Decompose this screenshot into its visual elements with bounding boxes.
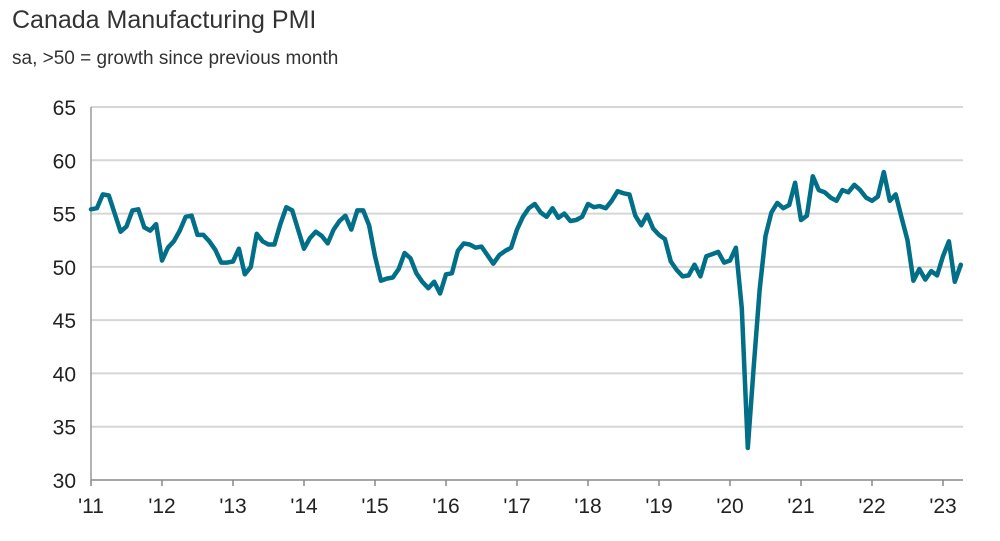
x-tick-label: '17 <box>503 495 530 518</box>
y-tick-label: 40 <box>53 363 76 386</box>
chart-title: Canada Manufacturing PMI <box>12 6 317 34</box>
x-tick-label: '21 <box>787 495 814 518</box>
x-tick-label: '14 <box>290 495 318 518</box>
y-tick-label: 55 <box>53 204 76 227</box>
y-tick-label: 45 <box>53 310 76 333</box>
series-line <box>88 169 964 451</box>
x-tick-label: '13 <box>219 495 246 518</box>
x-tick-label: '18 <box>574 495 601 518</box>
x-tick-label: '19 <box>645 495 672 518</box>
x-tick-label: '20 <box>716 495 743 518</box>
x-tick-label: '11 <box>78 495 104 518</box>
x-tick-label: '12 <box>148 495 175 518</box>
y-tick-label: 35 <box>53 417 76 440</box>
y-tick-label: 50 <box>53 257 76 280</box>
x-tick-label: '15 <box>361 495 388 518</box>
y-tick-label: 65 <box>53 97 76 120</box>
chart-subtitle: sa, >50 = growth since previous month <box>12 48 339 69</box>
x-tick-label: '22 <box>858 495 885 518</box>
x-tick-label: '16 <box>432 495 459 518</box>
y-tick-label: 30 <box>53 470 76 493</box>
y-tick-label: 60 <box>53 150 76 173</box>
x-tick-label: '23 <box>929 495 956 518</box>
